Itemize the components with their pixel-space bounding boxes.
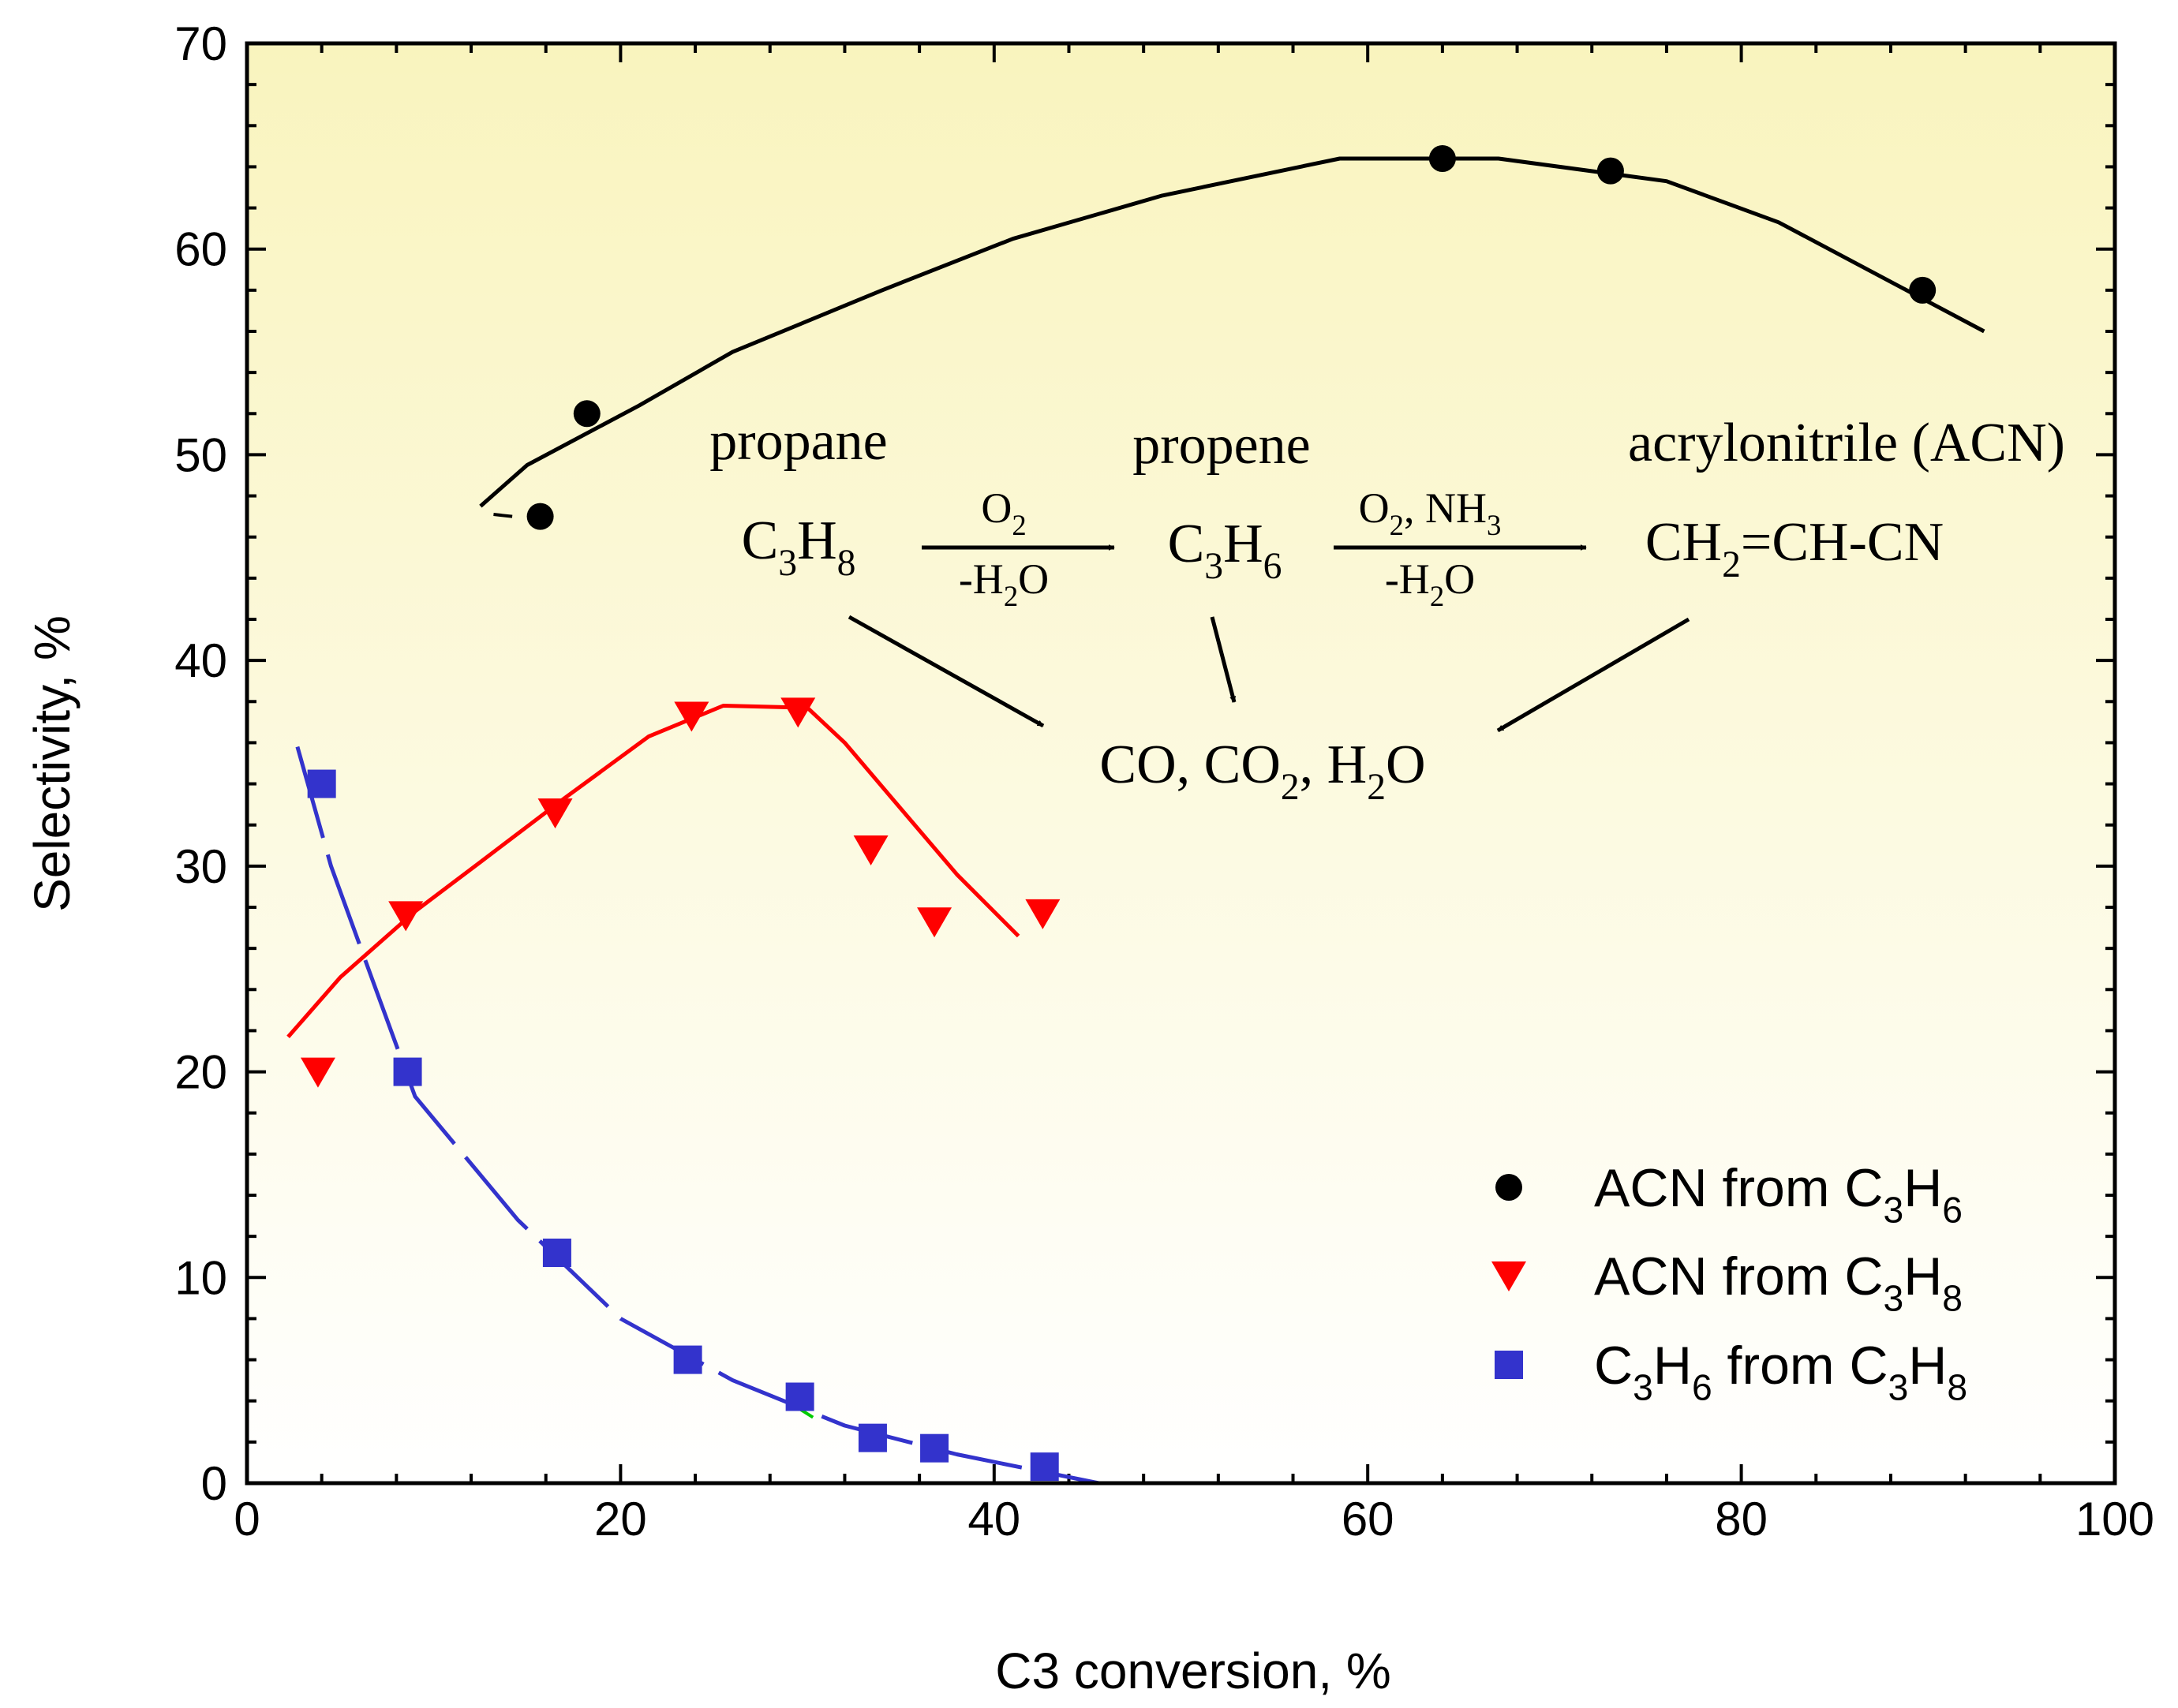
legend: ACN from C3H6 ACN from C3H8 C3H6 from C3H8 xyxy=(1491,1158,1967,1407)
tick-labels: 0 20 40 60 80 100 0 10 20 30 40 50 60 70 xyxy=(174,17,2154,1545)
data-point xyxy=(780,697,816,728)
data-point xyxy=(1030,1452,1059,1482)
label-acrylonitrile: acrylonitrile (ACN) xyxy=(1628,413,2065,473)
formula-acrylonitrile: CH2=CH-CN xyxy=(1645,512,1944,585)
y-tick-label: 10 xyxy=(174,1251,227,1304)
x-tick-label: 20 xyxy=(594,1493,647,1545)
x-axis-label: C3 conversion, % xyxy=(995,1643,1391,1699)
label-propene: propene xyxy=(1132,415,1310,476)
data-point xyxy=(1596,157,1624,185)
y-tick-label: 70 xyxy=(174,17,227,70)
legend-marker xyxy=(1491,1261,1526,1291)
data-point xyxy=(1428,145,1456,172)
data-points xyxy=(300,145,1937,1482)
data-point xyxy=(1909,276,1937,304)
x-tick-label: 80 xyxy=(1715,1493,1768,1545)
plot-frame xyxy=(245,41,2117,1486)
arrow-propane-to-products xyxy=(848,615,1045,728)
y-tick-label: 60 xyxy=(174,223,227,276)
y-tick-label: 0 xyxy=(201,1457,227,1510)
y-tick-label: 30 xyxy=(174,840,227,893)
reaction-scheme: propane propene acrylonitrile (ACN) C3H8 C3H… xyxy=(709,411,2065,808)
x-tick-label: 60 xyxy=(1342,1493,1394,1545)
data-point xyxy=(393,1057,422,1086)
formula-propene: C3H6 xyxy=(1168,514,1282,587)
legend-marker xyxy=(1495,1351,1523,1379)
data-point xyxy=(853,835,889,865)
data-point xyxy=(526,503,554,530)
y-tick-label: 40 xyxy=(174,634,227,687)
data-point xyxy=(673,1345,702,1374)
data-point xyxy=(920,1433,949,1463)
arrow1-top-label: O2 xyxy=(981,484,1026,541)
arrow2-bottom-label: -H2O xyxy=(1385,555,1475,612)
data-point xyxy=(388,901,424,932)
data-point xyxy=(300,1057,335,1088)
data-point xyxy=(573,400,601,428)
label-propane: propane xyxy=(709,411,887,472)
y-axis-label: Selectivity, % xyxy=(24,615,80,912)
legend-marker xyxy=(1495,1174,1522,1201)
x-tick-label: 40 xyxy=(967,1493,1020,1545)
x-tick-label: 100 xyxy=(2075,1493,2154,1545)
legend-label: C3H6 from C3H8 xyxy=(1594,1336,1967,1407)
fit-line xyxy=(295,746,1099,1486)
products-formula: CO, CO2, H2O xyxy=(1099,734,1425,808)
data-point xyxy=(917,907,952,938)
fit-line xyxy=(479,156,1985,508)
legend-label: ACN from C3H6 xyxy=(1594,1158,1963,1230)
arrow-acn-to-products xyxy=(1496,617,1690,733)
x-tick-label: 0 xyxy=(234,1493,260,1545)
data-point xyxy=(1025,899,1061,929)
data-point xyxy=(785,1382,814,1411)
data-point xyxy=(674,701,709,732)
data-point xyxy=(307,769,336,798)
fit-line-dash xyxy=(493,513,513,518)
y-tick-label: 50 xyxy=(174,428,227,481)
data-point xyxy=(537,798,573,829)
data-point xyxy=(542,1239,571,1267)
data-point xyxy=(858,1423,887,1452)
arrow2-top-label: O2, NH3 xyxy=(1359,484,1502,541)
arrow1-bottom-label: -H2O xyxy=(959,555,1049,612)
legend-label: ACN from C3H8 xyxy=(1594,1246,1963,1318)
formula-propane: C3H8 xyxy=(742,510,856,584)
y-tick-label: 20 xyxy=(174,1046,227,1099)
arrow-propene-to-products xyxy=(1210,616,1237,703)
